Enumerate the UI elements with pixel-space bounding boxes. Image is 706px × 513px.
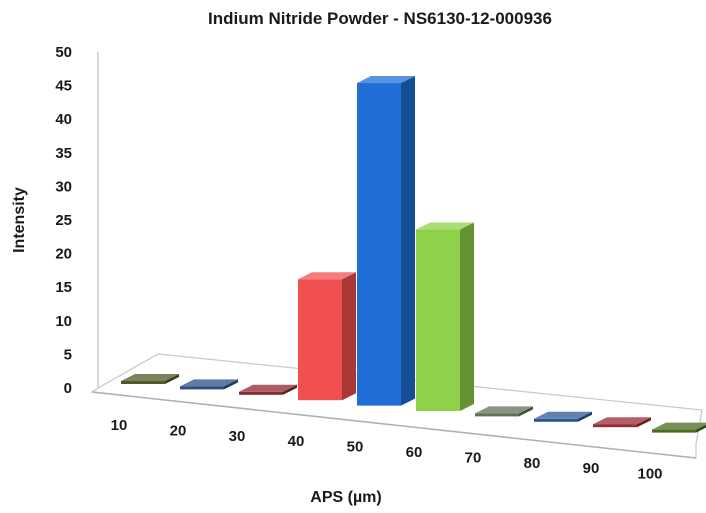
chart-title: Indium Nitride Powder - NS6130-12-000936 xyxy=(208,9,552,28)
bar-side xyxy=(224,379,238,390)
bar xyxy=(298,272,356,401)
bar-top xyxy=(121,374,179,381)
y-tick-label: 25 xyxy=(55,212,72,229)
x-tick-label: 70 xyxy=(465,449,482,466)
bar xyxy=(121,374,179,384)
bar-side xyxy=(401,76,415,406)
x-tick-label: 30 xyxy=(229,428,246,445)
bar-side xyxy=(283,384,297,395)
bar-front xyxy=(121,381,165,384)
x-tick-label: 100 xyxy=(637,466,662,483)
bar-top xyxy=(416,222,474,230)
bar-side xyxy=(460,222,474,411)
bar xyxy=(534,411,592,422)
bar-top xyxy=(475,406,533,414)
y-tick-label: 0 xyxy=(64,380,72,397)
bar-top xyxy=(652,422,706,430)
bar-front xyxy=(475,413,519,417)
bar-front xyxy=(416,229,460,411)
x-tick-label: 20 xyxy=(170,422,187,439)
bar-top xyxy=(593,417,651,425)
y-tick-label: 40 xyxy=(55,111,72,128)
bar-side xyxy=(696,424,706,433)
x-tick-label: 80 xyxy=(524,455,541,472)
floor-front-edge xyxy=(91,391,697,459)
y-tick-label: 30 xyxy=(55,178,72,195)
bar-front xyxy=(180,386,224,390)
y-tick-label: 20 xyxy=(55,246,72,263)
x-tick-label: 90 xyxy=(583,460,600,477)
x-tick-label: 40 xyxy=(288,433,305,450)
bar xyxy=(239,384,297,395)
y-tick-label: 15 xyxy=(55,279,72,296)
bar-front xyxy=(239,391,283,395)
bar-top xyxy=(180,379,238,387)
bar-side xyxy=(342,272,356,401)
y-tick-label: 50 xyxy=(55,44,72,61)
x-tick-label: 50 xyxy=(347,439,364,456)
x-tick-labels: 10 20 30 40 50 60 70 80 90 100 xyxy=(111,417,663,483)
bar xyxy=(416,222,474,411)
bar-side xyxy=(165,374,179,384)
bar-series xyxy=(121,76,706,433)
bar-top xyxy=(298,272,356,280)
y-tick-label: 5 xyxy=(64,346,72,363)
y-tick-label: 10 xyxy=(55,313,72,330)
y-tick-label: 45 xyxy=(55,78,72,95)
bar-front xyxy=(593,424,637,428)
bar-top xyxy=(357,76,415,84)
x-tick-label: 10 xyxy=(111,417,128,434)
y-tick-label: 35 xyxy=(55,145,72,162)
bar-front xyxy=(534,418,578,422)
bar-side xyxy=(519,406,533,417)
y-tick-labels: 0 5 10 15 20 25 30 35 40 45 50 xyxy=(55,44,72,397)
bar-side xyxy=(578,411,592,422)
bar xyxy=(593,417,651,428)
bar xyxy=(180,379,238,390)
y-axis-label: Intensity xyxy=(11,187,28,253)
x-tick-label: 60 xyxy=(406,444,423,461)
bar-top xyxy=(534,411,592,419)
bar-top xyxy=(239,384,297,392)
bar-front xyxy=(298,279,342,401)
bar-side xyxy=(637,417,651,428)
bar xyxy=(475,406,533,417)
x-axis-label: APS (µm) xyxy=(310,489,381,506)
bar-front xyxy=(652,429,696,433)
bar xyxy=(652,422,706,433)
bar-front xyxy=(357,83,401,406)
chart-floor xyxy=(90,353,703,459)
bar xyxy=(357,76,415,406)
